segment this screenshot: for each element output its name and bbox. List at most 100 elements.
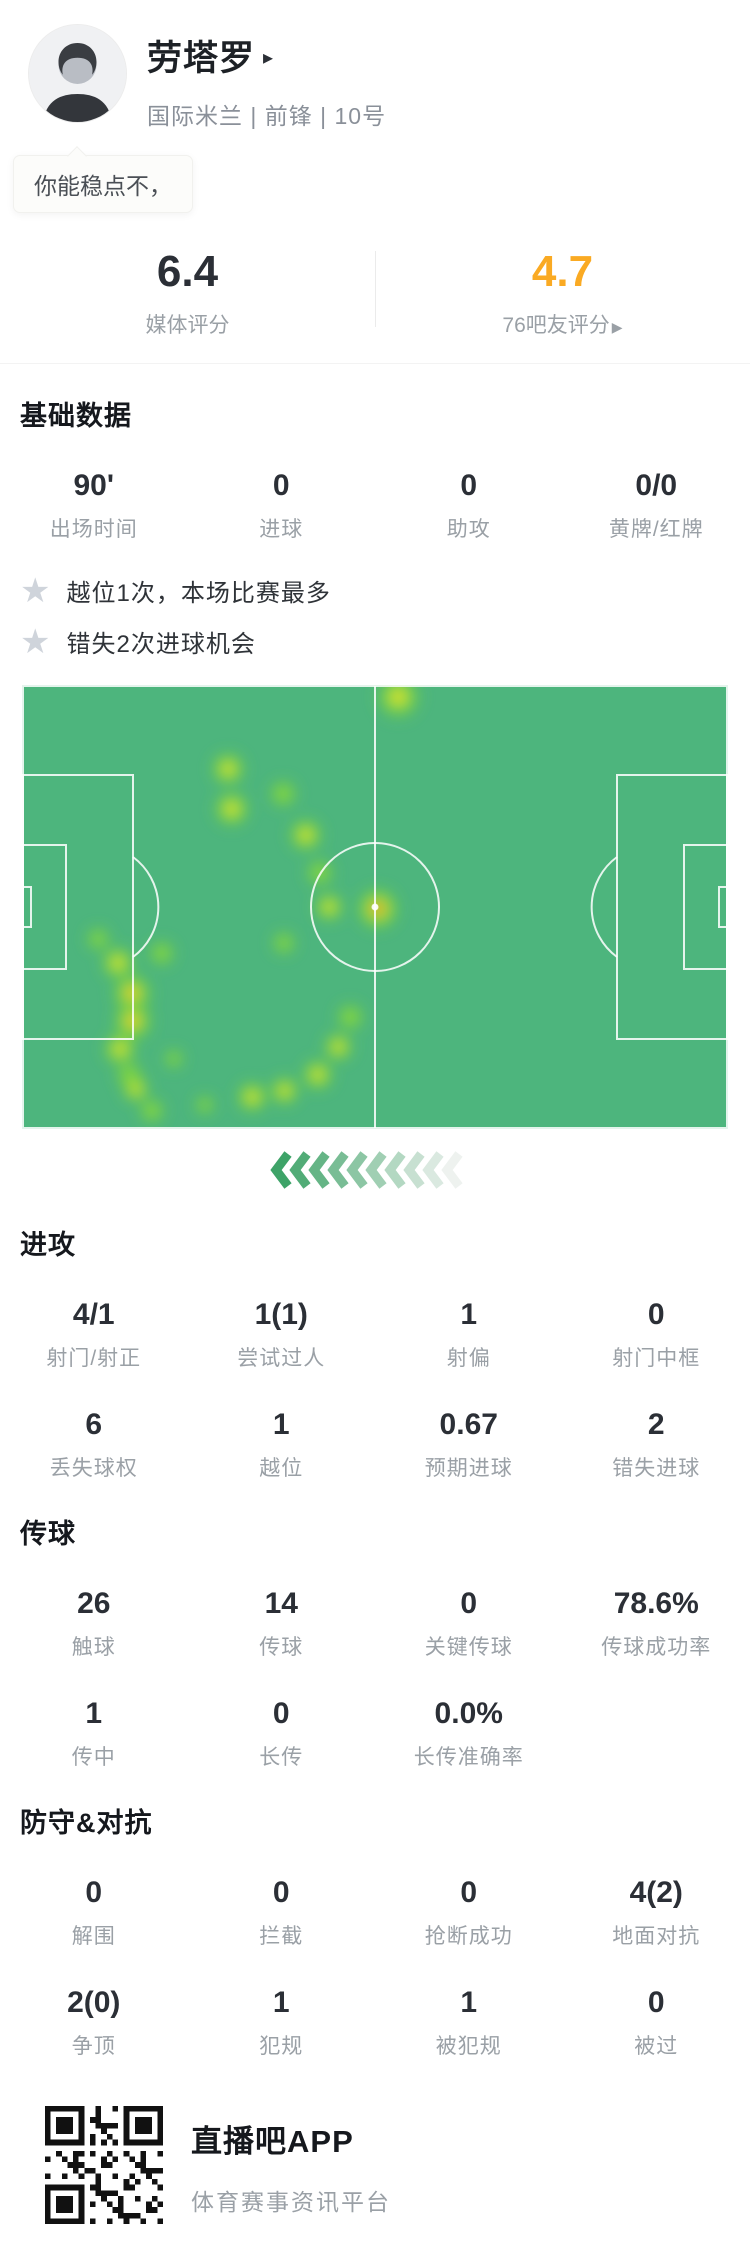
media-rating: 6.4 媒体评分 [0, 247, 375, 339]
player-team-line: 国际米兰 | 前锋 | 10号 [147, 97, 386, 131]
stat-cell: 0.0% 长传准确率 [375, 1697, 563, 1771]
qr-code [45, 2106, 163, 2224]
stat-label: 长传 [188, 1741, 376, 1771]
stat-cell: 1(1) 尝试过人 [188, 1298, 376, 1372]
stat-value: 0 [188, 1876, 376, 1910]
stat-label: 射偏 [375, 1342, 563, 1372]
stat-label: 越位 [188, 1452, 376, 1482]
app-name: 直播吧APP [191, 2116, 391, 2161]
highlights: ★ 越位1次，本场比赛最多 ★错失2次进球机会 [20, 573, 730, 659]
section-title: 进攻 [20, 1223, 730, 1262]
chevrons-left-icon [270, 1147, 480, 1193]
player-name-row[interactable]: 劳塔罗 ▸ [147, 30, 386, 81]
stat-value: 0 [0, 1876, 188, 1910]
stat-value: 1(1) [188, 1298, 376, 1332]
stat-cell: 0 解围 [0, 1876, 188, 1950]
stat-value: 0 [375, 1876, 563, 1910]
heatmap-pitch [22, 685, 728, 1129]
stat-value: 2(0) [0, 1986, 188, 2020]
fan-score: 4.7 [375, 247, 750, 297]
media-score: 6.4 [0, 247, 375, 297]
stat-label: 传球成功率 [563, 1631, 750, 1661]
name-expand-arrow-icon: ▸ [263, 45, 273, 70]
header-info: 劳塔罗 ▸ 国际米兰 | 前锋 | 10号 [147, 24, 386, 131]
stat-label: 解围 [0, 1920, 188, 1950]
stat-label: 传中 [0, 1741, 188, 1771]
stat-value: 4(2) [563, 1876, 750, 1910]
app-description: 体育赛事资讯平台 [191, 2183, 391, 2217]
stat-label: 地面对抗 [563, 1920, 750, 1950]
stat-label: 传球 [188, 1631, 376, 1661]
stat-cell: 78.6% 传球成功率 [563, 1587, 750, 1661]
stat-value: 1 [0, 1697, 188, 1731]
ratings: 6.4 媒体评分 4.7 76吧友评分▶ [0, 237, 750, 363]
stat-label: 长传准确率 [375, 1741, 563, 1771]
stat-value: 0 [188, 469, 376, 503]
stat-value: 0 [563, 1986, 750, 2020]
star-icon: ★ [20, 625, 50, 659]
stat-label: 被过 [563, 2030, 750, 2060]
bubble-pointer [67, 146, 87, 166]
stat-cell: 1 传中 [0, 1697, 188, 1771]
chevron-separator [0, 1147, 750, 1193]
stat-value: 2 [563, 1408, 750, 1442]
stat-value: 0 [375, 1587, 563, 1621]
player-avatar[interactable] [28, 24, 127, 123]
section-title: 传球 [20, 1512, 730, 1551]
stat-cell: 2 错失进球 [563, 1408, 750, 1482]
star-icon: ★ [20, 574, 50, 608]
stat-value: 6 [0, 1408, 188, 1442]
stat-value: 0 [188, 1697, 376, 1731]
fan-score-label: 76吧友评分▶ [375, 309, 750, 339]
stat-cell: 0 长传 [188, 1697, 376, 1771]
stat-label: 犯规 [188, 2030, 376, 2060]
stat-label: 拦截 [188, 1920, 376, 1950]
stat-value: 0.67 [375, 1408, 563, 1442]
stat-value: 0.0% [375, 1697, 563, 1731]
highlight-text: 越位1次，本场比赛最多 [66, 573, 330, 608]
stat-value: 90' [0, 469, 188, 503]
stat-value: 1 [188, 1986, 376, 2020]
stat-cell: 4(2) 地面对抗 [563, 1876, 750, 1950]
section-title: 基础数据 [20, 394, 730, 433]
stat-label: 尝试过人 [188, 1342, 376, 1372]
fan-rating[interactable]: 4.7 76吧友评分▶ [375, 247, 750, 339]
stat-value: 78.6% [563, 1587, 750, 1621]
stat-cell [563, 1697, 750, 1771]
ratings-divider [375, 251, 376, 327]
stat-cell: 2(0)争顶 [0, 1986, 188, 2060]
stat-label: 预期进球 [375, 1452, 563, 1482]
media-score-label: 媒体评分 [0, 309, 375, 339]
comment-bubble[interactable]: 你能稳点不， [13, 155, 193, 213]
highlight-item: ★ 越位1次，本场比赛最多 [20, 573, 730, 608]
stat-cell: 1 犯规 [188, 1986, 376, 2060]
stat-value: 26 [0, 1587, 188, 1621]
stat-cell: 0 拦截 [188, 1876, 376, 1950]
stat-label: 错失进球 [563, 1452, 750, 1482]
highlight-item: ★错失2次进球机会 [20, 624, 730, 659]
stat-cell: 0 被过 [563, 1986, 750, 2060]
header: 劳塔罗 ▸ 国际米兰 | 前锋 | 10号 [0, 0, 750, 131]
player-name: 劳塔罗 [147, 30, 255, 81]
